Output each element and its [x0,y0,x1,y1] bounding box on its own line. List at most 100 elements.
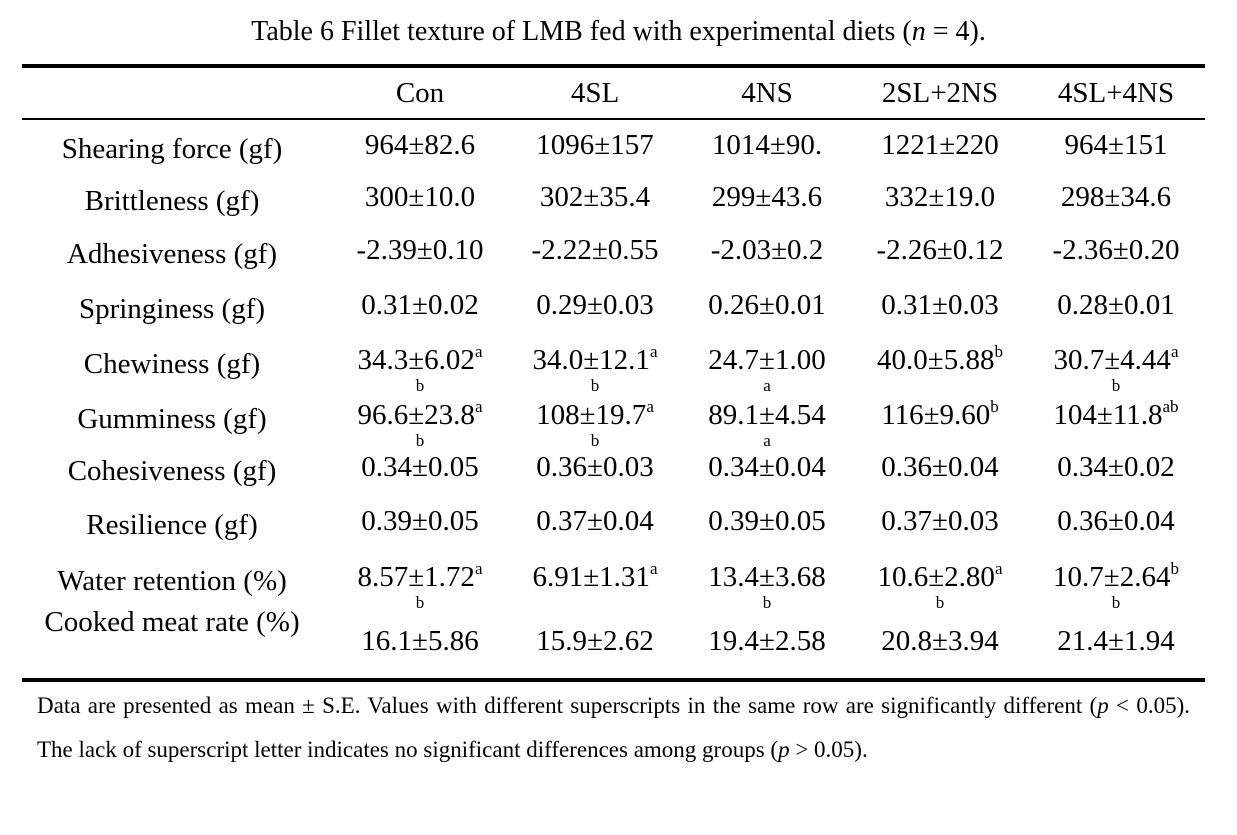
table-cell: 1014±90. [684,128,850,162]
table-cell: 0.39±0.05 [684,504,850,538]
header-row: Con 4SL 4NS 2SL+2NS 4SL+4NS [22,76,1205,116]
table-cell: 104±11.8ab [1030,398,1202,432]
table-cell: 1096±157 [512,128,678,162]
cell-value: 0.31±0.02 [361,289,479,321]
table-cell: 8.57±1.72a b [332,559,508,611]
row-label: Brittleness (gf) [84,185,260,217]
table-cell: 108±19.7a b [512,397,678,449]
cell-value: 300±10.0 [364,181,476,213]
cell-value: 0.36±0.03 [536,451,654,483]
table-cell: -2.36±0.20 [1030,233,1202,267]
header-rule [22,118,1205,120]
cell-value: 89.1±4.54 [708,399,826,431]
table-cell: 299±43.6 [684,180,850,214]
table-cell: 0.31±0.02 [332,288,508,322]
superscript-wrap: b [415,431,425,450]
cell-value: 116±9.60 [881,399,991,431]
column-header: Con [395,77,445,109]
superscript-wrap: a [763,431,771,450]
superscript-wrap: b [415,376,425,395]
table-cell: 0.37±0.04 [512,504,678,538]
table-cell: 13.4±3.68 b [684,560,850,611]
bottom-rule [22,678,1205,682]
cell-value: 96.6±23.8 [357,399,475,431]
table-cell: 0.26±0.01 [684,288,850,322]
row-label: Gumminess (gf) [77,403,267,435]
table-cell: 302±35.4 [512,180,678,214]
cell-value: 0.29±0.03 [536,289,654,321]
cell-value: 332±19.0 [884,181,996,213]
table-cell: 10.7±2.64b b [1030,559,1202,611]
cell-value: 0.39±0.05 [708,505,826,537]
table-cell: -2.26±0.12 [856,233,1024,267]
table-cell: 0.34±0.04 [684,450,850,484]
cell-value: 6.91±1.31 [532,561,650,593]
cell-value: 34.0±12.1 [532,344,650,376]
table-cell: 30.7±4.44a b [1030,343,1202,394]
table-cell: 964±151 [1030,128,1202,162]
table-cell: 89.1±4.54 a [684,398,850,449]
cell-value: 10.6±2.80 [877,561,995,593]
table-cell: 19.4±2.58 [684,624,850,658]
table-cell: 0.28±0.01 [1030,288,1202,322]
footnote: Data are presented as mean ± S.E. Values… [37,693,1190,762]
cell-value: 20.8±3.94 [881,625,999,657]
superscript: b [1170,559,1179,578]
cell-value: 21.4±1.94 [1057,625,1175,657]
cell-value: 8.57±1.72 [357,561,475,593]
table-cell: 96.6±23.8a b [332,397,508,449]
cell-value: 1096±157 [536,129,654,161]
superscript: a [474,397,483,416]
cell-value: -2.26±0.12 [876,234,1004,266]
table-cell: 964±82.6 [332,128,508,162]
cell-value: 0.34±0.04 [708,451,826,483]
table-cell: -2.22±0.55 [512,233,678,267]
cell-value: 0.26±0.01 [708,289,826,321]
superscript: a [994,559,1003,578]
cell-value: 0.34±0.02 [1057,451,1175,483]
superscript-wrap: b [935,593,945,612]
superscript-wrap: b [590,431,600,450]
row-label: Resilience (gf) [86,509,258,541]
table-row: Cooked meat rate (%) 16.1±5.86 15.9±2.62 19… [22,604,1205,676]
table-row: Springiness (gf) 0.31±0.02 0.29±0.03 0.26±0… [22,288,1205,343]
cell-value: 24.7±1.00 [708,344,826,376]
row-label: Shearing force (gf) [61,133,283,165]
cell-value: 19.4±2.58 [708,625,826,657]
row-label: Chewiness (gf) [83,348,261,380]
table-cell: 0.36±0.03 [512,450,678,484]
column-header: 2SL+2NS [881,77,999,109]
table-cell: 116±9.60b [856,398,1024,432]
table-cell: 24.7±1.00 a [684,343,850,394]
row-label: Cohesiveness (gf) [67,455,277,487]
table-cell: 0.34±0.05 [332,450,508,484]
cell-value: 0.37±0.04 [536,505,654,537]
table-cell: 0.36±0.04 [856,450,1024,484]
table-cell: 300±10.0 [332,180,508,214]
row-label: Adhesiveness (gf) [66,238,278,270]
cell-value: 34.3±6.02 [357,344,475,376]
cell-value: 302±35.4 [539,181,651,213]
superscript: ab [1162,397,1179,416]
title-end: = 4). [925,16,986,47]
cell-value: 108±19.7 [536,399,647,431]
cell-value: 10.7±2.64 [1053,561,1171,593]
cell-value: 0.34±0.05 [361,451,479,483]
table-cell: 0.31±0.03 [856,288,1024,322]
column-header: 4NS [741,77,793,109]
cell-value: 1014±90. [711,129,823,161]
cell-value: 104±11.8 [1053,399,1163,431]
cell-value: 0.36±0.04 [881,451,999,483]
table-cell: 1221±220 [856,128,1024,162]
cell-value: 1221±220 [881,129,999,161]
table-row: Adhesiveness (gf) -2.39±0.10 -2.22±0.55 -2.… [22,233,1205,288]
column-header: 4SL [570,77,620,109]
cell-value: 13.4±3.68 [708,561,826,593]
cell-value: 40.0±5.88 [877,344,995,376]
superscript: a [646,397,654,416]
superscript: a [474,559,483,578]
cell-value: 964±82.6 [364,129,476,161]
table-cell: 298±34.6 [1030,180,1202,214]
table-cell: -2.03±0.2 [684,233,850,267]
